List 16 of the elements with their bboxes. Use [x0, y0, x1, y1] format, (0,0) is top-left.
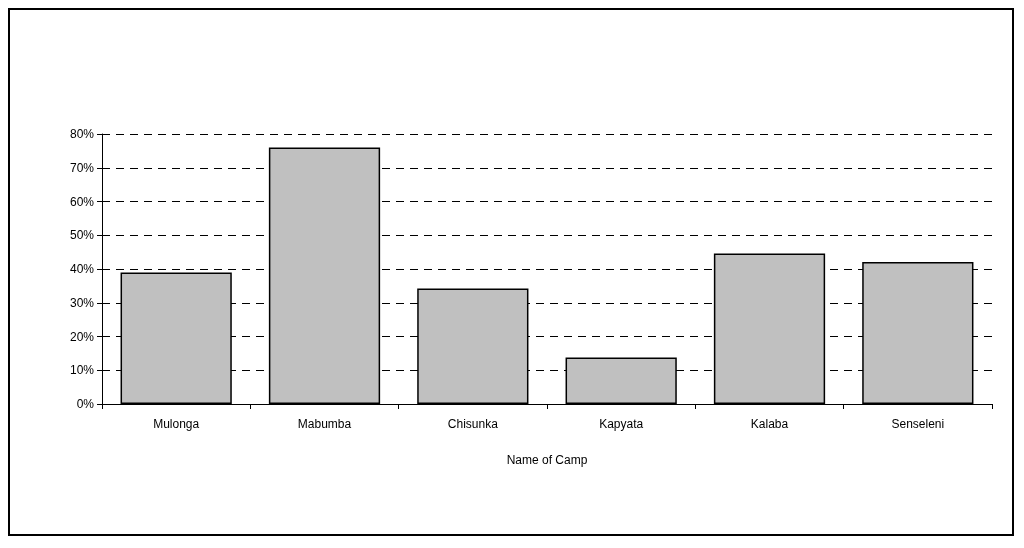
- y-tick-label: 10%: [69, 363, 95, 378]
- y-tick-label: 40%: [69, 262, 95, 276]
- y-tick-label: 50%: [69, 228, 95, 243]
- y-tick-label: 20%: [69, 329, 95, 344]
- y-tick-label: 80%: [69, 127, 95, 141]
- x-tick-label: Senseleni: [891, 417, 945, 431]
- x-tick-label: Mabumba: [297, 417, 352, 431]
- x-tick-label: Chisunka: [447, 417, 499, 431]
- x-axis-title: Name of Camp: [506, 453, 588, 467]
- y-tick-label: 30%: [69, 295, 95, 310]
- x-tick-label: Kapyata: [599, 417, 644, 431]
- y-tick-label: 70%: [69, 160, 95, 175]
- x-tick-label: Kalaba: [750, 417, 789, 431]
- y-tick-label: 60%: [69, 194, 95, 209]
- x-tick-label: Mulonga: [153, 417, 200, 431]
- y-tick-label: 0%: [76, 397, 95, 411]
